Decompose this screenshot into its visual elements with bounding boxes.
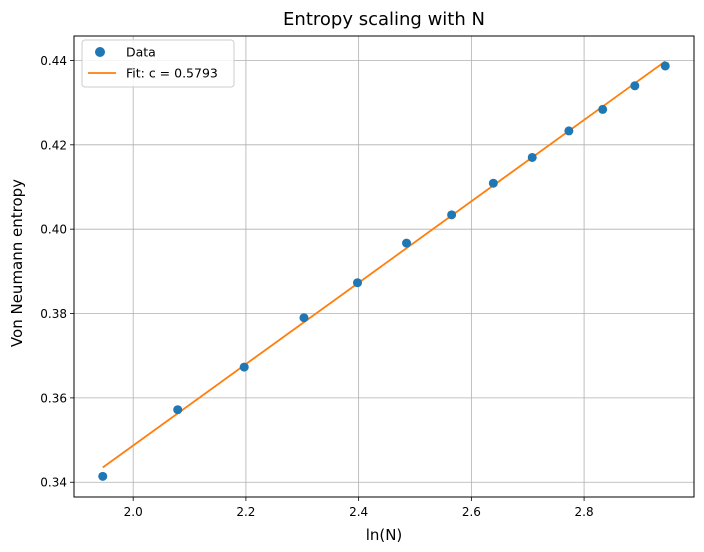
y-axis: 0.34 0.36 0.38 0.40 0.42 0.44 xyxy=(40,54,74,490)
grid xyxy=(74,36,694,497)
data-point xyxy=(353,278,363,288)
plot-frame xyxy=(73,35,695,498)
x-tick-label: 2.0 xyxy=(124,505,143,519)
chart-title: Entropy scaling with N xyxy=(283,9,485,30)
x-tick-label: 2.2 xyxy=(236,505,255,519)
data-point xyxy=(98,471,108,481)
data-point xyxy=(598,104,608,114)
data-points-layer xyxy=(98,61,670,481)
data-point xyxy=(173,405,183,415)
x-tick-label: 2.4 xyxy=(349,505,368,519)
y-tick-label: 0.42 xyxy=(40,138,67,152)
legend-data-label: Data xyxy=(126,45,156,60)
x-axis: 2.0 2.2 2.4 2.6 2.8 xyxy=(124,497,594,519)
legend: Data Fit: c = 0.5793 xyxy=(81,39,235,88)
data-point xyxy=(402,238,412,248)
x-tick-label: 2.6 xyxy=(462,505,481,519)
data-point xyxy=(239,362,249,372)
y-axis-label: Von Neumann entropy xyxy=(8,179,26,347)
y-tick-label: 0.36 xyxy=(40,391,67,405)
x-tick-label: 2.8 xyxy=(575,505,594,519)
data-point xyxy=(299,313,309,323)
y-tick-label: 0.44 xyxy=(40,54,67,68)
x-axis-label: ln(N) xyxy=(366,526,403,544)
legend-data-marker xyxy=(95,47,105,57)
legend-fit-label: Fit: c = 0.5793 xyxy=(126,66,218,81)
y-tick-label: 0.38 xyxy=(40,307,67,321)
data-point xyxy=(630,81,640,91)
data-point xyxy=(447,210,457,220)
y-tick-label: 0.34 xyxy=(40,476,67,490)
data-point xyxy=(488,178,498,188)
data-point xyxy=(564,126,574,136)
data-point xyxy=(527,152,537,162)
y-tick-label: 0.40 xyxy=(40,223,67,237)
data-point xyxy=(660,61,670,71)
legend-box xyxy=(81,39,235,88)
